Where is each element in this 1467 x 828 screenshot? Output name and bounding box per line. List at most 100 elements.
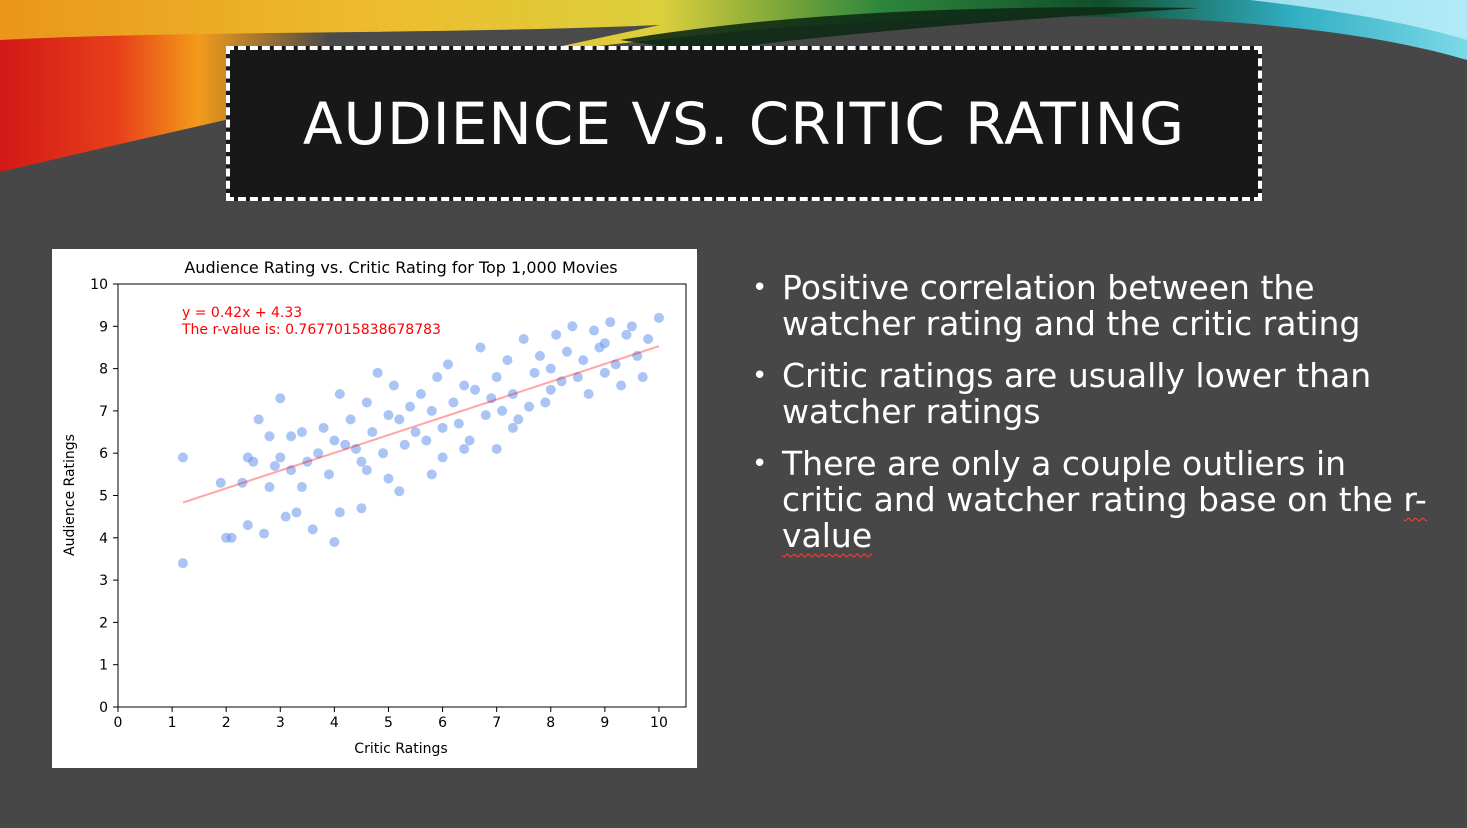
- data-point: [497, 405, 508, 416]
- bullet-dot: •: [752, 273, 768, 303]
- data-point: [589, 325, 600, 336]
- bullet-item: • There are only a couple outliers in cr…: [752, 446, 1432, 554]
- data-point: [621, 329, 632, 340]
- data-point: [356, 503, 367, 514]
- x-tick-label: 7: [492, 715, 501, 731]
- data-point: [286, 465, 297, 476]
- data-point: [610, 359, 621, 370]
- data-point: [361, 465, 372, 476]
- data-point: [459, 380, 470, 391]
- y-axis-label: Audience Ratings: [62, 434, 78, 556]
- data-point: [426, 469, 437, 480]
- bullet-text: Positive correlation between the watcher…: [782, 268, 1361, 343]
- title-box: Audience vs. Critic Rating: [226, 46, 1262, 201]
- regression-line: [182, 345, 660, 504]
- data-point: [318, 422, 329, 433]
- spellcheck-flagged-word[interactable]: r-value: [782, 480, 1427, 555]
- data-point: [215, 477, 226, 488]
- data-point: [518, 333, 529, 344]
- data-point: [415, 388, 426, 399]
- data-point: [307, 524, 318, 535]
- x-tick-label: 2: [222, 715, 231, 731]
- x-tick-label: 6: [438, 715, 447, 731]
- data-point: [334, 388, 345, 399]
- data-point: [421, 435, 432, 446]
- data-point: [637, 372, 648, 383]
- data-point: [626, 321, 637, 332]
- x-tick-label: 5: [384, 715, 393, 731]
- data-point: [410, 427, 421, 438]
- data-point: [545, 363, 556, 374]
- data-point: [432, 372, 443, 383]
- data-point: [507, 422, 518, 433]
- data-point: [372, 367, 383, 378]
- data-point: [378, 448, 389, 459]
- y-tick-label: 9: [99, 319, 108, 335]
- x-tick-label: 3: [276, 715, 285, 731]
- bullet-item: • Critic ratings are usually lower than …: [752, 358, 1432, 430]
- data-point: [540, 397, 551, 408]
- data-point: [507, 388, 518, 399]
- data-point: [340, 439, 351, 450]
- y-tick-label: 4: [99, 531, 108, 547]
- data-point: [280, 511, 291, 522]
- data-point: [296, 427, 307, 438]
- data-point: [399, 439, 410, 450]
- y-tick-label: 8: [99, 362, 108, 378]
- regression-equation: y = 0.42x + 4.33: [182, 305, 302, 321]
- data-point: [556, 376, 567, 387]
- data-point: [513, 414, 524, 425]
- data-point: [567, 321, 578, 332]
- x-tick-label: 10: [650, 715, 668, 731]
- r-value-annotation: The r-value is: 0.7677015838678783: [181, 322, 441, 338]
- data-point: [572, 372, 583, 383]
- data-point: [534, 350, 545, 361]
- data-point: [286, 431, 297, 442]
- data-point: [291, 507, 302, 518]
- data-point: [632, 350, 643, 361]
- data-point: [459, 443, 470, 454]
- data-point: [491, 443, 502, 454]
- data-point: [616, 380, 627, 391]
- data-point: [264, 431, 275, 442]
- y-tick-label: 3: [99, 573, 108, 589]
- data-point: [643, 333, 654, 344]
- data-point: [599, 338, 610, 349]
- data-point: [426, 405, 437, 416]
- y-tick-label: 1: [99, 658, 108, 674]
- y-tick-label: 2: [99, 615, 108, 631]
- data-point: [329, 435, 340, 446]
- x-tick-label: 8: [546, 715, 555, 731]
- data-point: [177, 452, 188, 463]
- data-point: [442, 359, 453, 370]
- data-point: [453, 418, 464, 429]
- data-point: [502, 355, 513, 366]
- x-tick-label: 0: [114, 715, 123, 731]
- bullet-dot: •: [752, 361, 768, 391]
- bullet-dot: •: [752, 449, 768, 479]
- data-point: [237, 477, 248, 488]
- data-point: [475, 342, 486, 353]
- data-point: [437, 422, 448, 433]
- data-point: [269, 460, 280, 471]
- data-point: [561, 346, 572, 357]
- bullet-text: There are only a couple outliers in crit…: [782, 444, 1404, 519]
- data-point: [529, 367, 540, 378]
- data-point: [480, 410, 491, 421]
- data-point: [334, 507, 345, 518]
- data-point: [345, 414, 356, 425]
- plot-area: 0 1 2 3 4 5 6 7 8 9 10 0 1 2 3 4 5 6 7 8 9 10: [90, 277, 687, 731]
- data-point: [599, 367, 610, 378]
- data-point: [248, 456, 259, 467]
- data-point: [524, 401, 535, 412]
- x-tick-label: 1: [168, 715, 177, 731]
- y-tick-label: 6: [99, 446, 108, 462]
- data-point: [383, 473, 394, 484]
- data-point: [313, 448, 324, 459]
- data-point: [545, 384, 556, 395]
- y-tick-label: 10: [90, 277, 108, 293]
- data-point: [653, 312, 664, 323]
- scatter-chart: Audience Rating vs. Critic Rating for To…: [62, 258, 687, 757]
- data-point: [242, 520, 253, 531]
- chart-title: Audience Rating vs. Critic Rating for To…: [184, 258, 617, 277]
